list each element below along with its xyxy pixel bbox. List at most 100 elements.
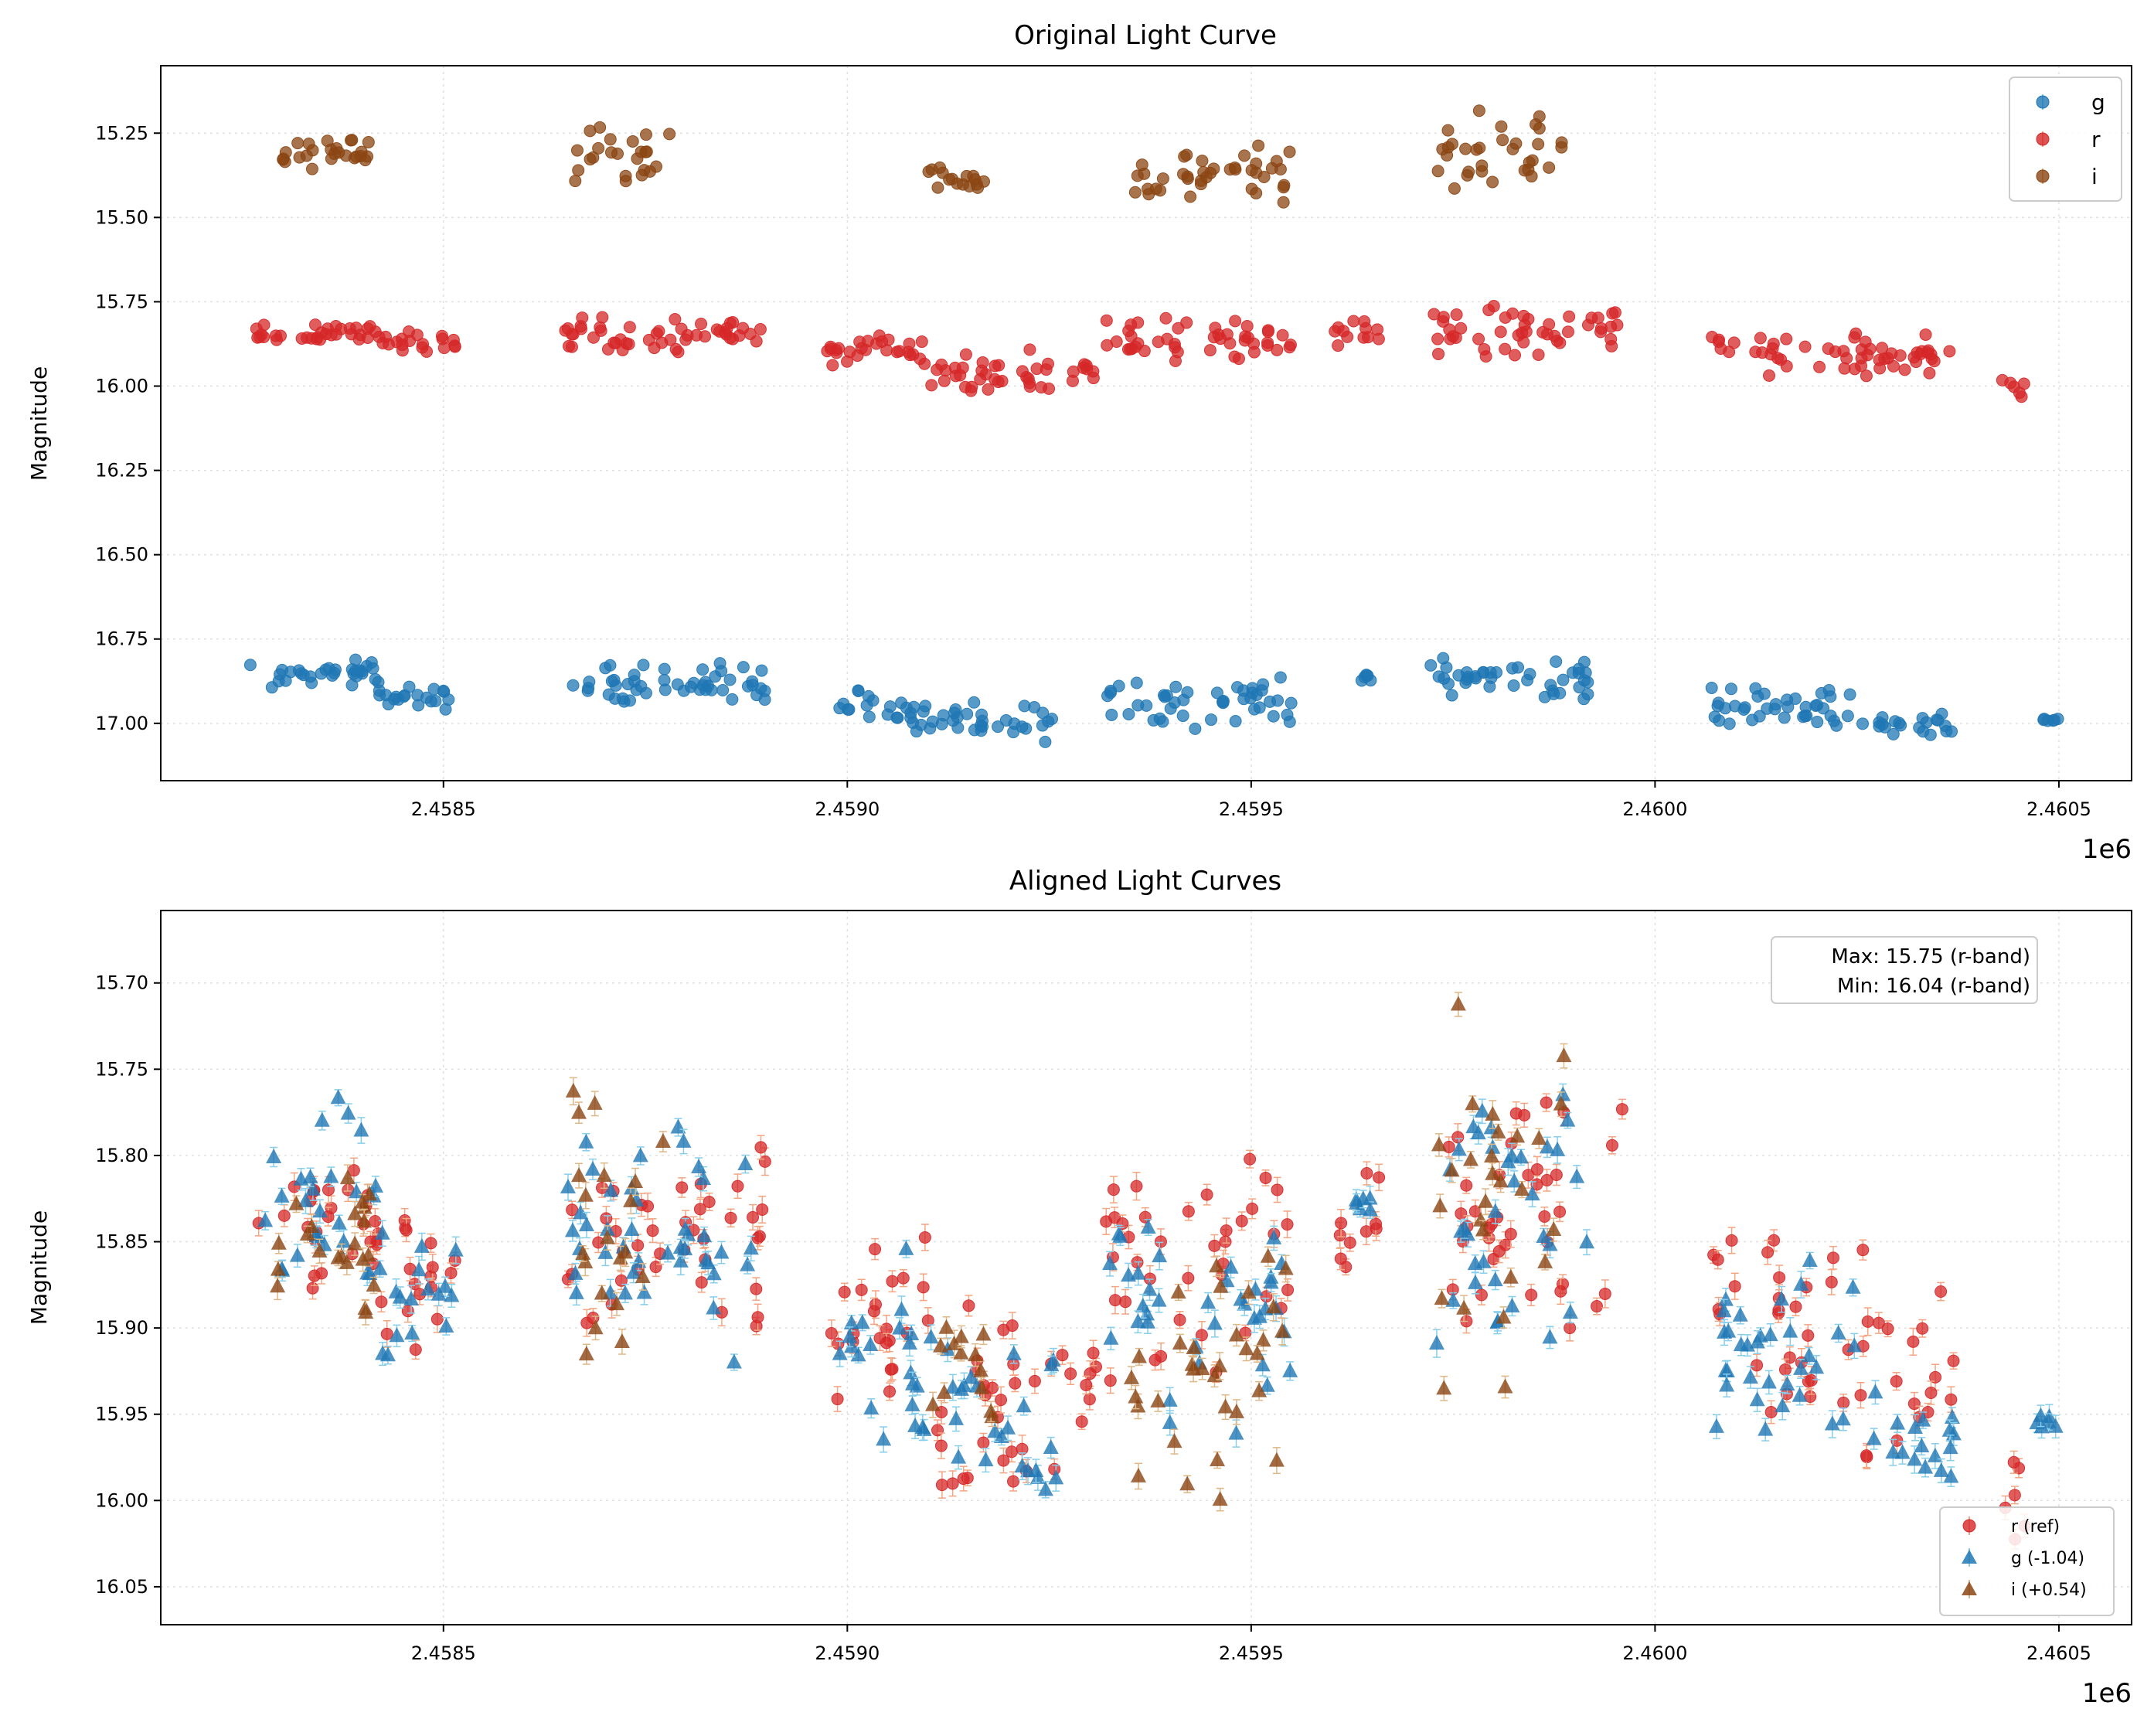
y-tick-label: 15.90 (95, 1317, 148, 1339)
data-point (1101, 689, 1114, 703)
min-magnitude-note: Min: 16.04 (r-band) (1837, 975, 2030, 998)
data-point (724, 1211, 737, 1224)
data-point (1247, 345, 1261, 359)
y-tick-label: 15.95 (95, 1404, 148, 1425)
data-point (948, 1410, 965, 1425)
data-point (1451, 1131, 1465, 1144)
data-point (639, 145, 652, 158)
data-point (1484, 1148, 1500, 1163)
data-point (1555, 1086, 1571, 1101)
data-point (587, 151, 600, 164)
data-point (596, 311, 609, 324)
data-point (1472, 332, 1485, 345)
data-point (347, 1205, 363, 1220)
data-point (1083, 1393, 1096, 1406)
data-point (297, 669, 310, 682)
data-point (1437, 311, 1450, 324)
data-point (1107, 1183, 1120, 1196)
data-point (569, 175, 582, 188)
y-tick-label: 15.25 (95, 122, 148, 144)
data-point (1261, 325, 1274, 339)
panel-title: Original Light Curve (1014, 20, 1277, 51)
data-point (1947, 1354, 1960, 1367)
data-point (1827, 714, 1840, 727)
data-point (1440, 661, 1453, 674)
data-point (1048, 1469, 1064, 1485)
data-point (1014, 1458, 1030, 1473)
data-point (631, 152, 644, 165)
data-point (1553, 336, 1567, 349)
data-point (1577, 693, 1591, 706)
data-point (2007, 1455, 2020, 1469)
data-point (1798, 710, 1812, 723)
data-point (1195, 1329, 1208, 1342)
data-point (1153, 712, 1166, 725)
data-point (696, 679, 709, 692)
data-point (1036, 719, 1049, 732)
data-point (1212, 1357, 1228, 1373)
data-point (1830, 1324, 1846, 1339)
data-point (992, 720, 1005, 734)
data-point (1266, 1229, 1282, 1244)
data-point (628, 1173, 644, 1188)
data-point (1263, 1274, 1279, 1289)
data-point (448, 340, 461, 353)
data-point (1524, 1186, 1540, 1201)
data-point (1212, 1491, 1228, 1506)
data-point (1040, 363, 1053, 376)
data-point (948, 706, 961, 720)
annotation-box (1771, 936, 2038, 1004)
grid-lines (161, 66, 2132, 781)
data-point (1724, 682, 1737, 696)
data-point (1929, 1370, 1942, 1384)
data-point (1522, 163, 1535, 176)
data-point (1173, 1313, 1186, 1326)
data-point (623, 321, 636, 334)
data-point (601, 342, 614, 356)
y-tick-label: 17.00 (95, 713, 148, 734)
data-point (1536, 1228, 1552, 1244)
data-point (1170, 1283, 1186, 1299)
data-point (663, 128, 676, 141)
data-point (726, 693, 739, 706)
data-point (1780, 359, 1793, 373)
data-point (1362, 1201, 1378, 1217)
data-point (1538, 690, 1551, 703)
data-point (403, 680, 416, 693)
data-point (1200, 171, 1213, 184)
data-point (302, 138, 315, 151)
data-point (1333, 1229, 1346, 1242)
data-points (252, 992, 2064, 1550)
data-point (617, 1285, 633, 1300)
data-point (389, 1327, 405, 1343)
data-point (995, 1394, 1008, 1407)
data-point (276, 663, 289, 676)
data-point (1512, 661, 1525, 674)
data-point (1579, 1234, 1595, 1249)
data-point (1196, 155, 1209, 168)
data-point (269, 329, 282, 342)
data-point (672, 1252, 689, 1268)
data-point (1738, 701, 1751, 714)
data-point (1561, 325, 1574, 339)
data-point (1455, 322, 1468, 335)
data-point (1907, 1335, 1920, 1348)
data-point (975, 708, 989, 721)
y-tick-label: 15.70 (95, 972, 148, 994)
data-point (1229, 315, 1242, 328)
data-point (1840, 352, 1853, 365)
data-point (1841, 710, 1854, 723)
data-point (1848, 331, 1861, 344)
y-tick-label: 16.00 (95, 376, 148, 397)
data-point (373, 684, 386, 697)
data-point (2008, 1489, 2021, 1502)
data-point (869, 1243, 882, 1256)
data-point (1128, 186, 1142, 199)
data-point (880, 1336, 893, 1350)
data-point (620, 337, 633, 350)
data-point (1532, 138, 1545, 151)
panel-title: Aligned Light Curves (1009, 866, 1281, 897)
data-point (1251, 1308, 1268, 1323)
data-point (1504, 1227, 1517, 1241)
data-point (1023, 343, 1036, 356)
